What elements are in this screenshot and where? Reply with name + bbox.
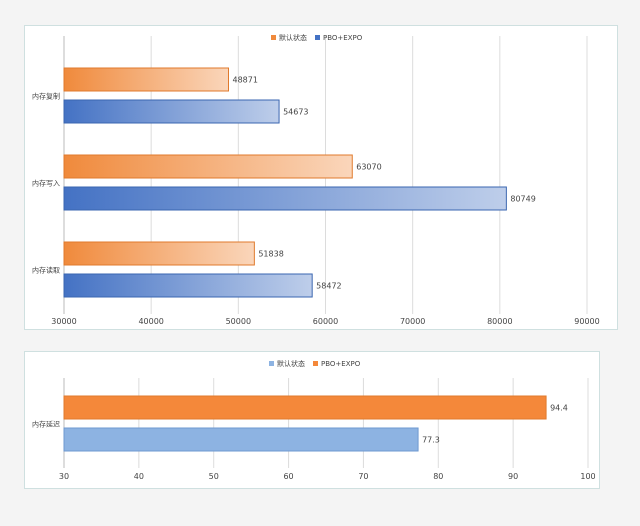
legend-swatch	[315, 35, 320, 40]
x-tick-label: 80000	[487, 317, 512, 326]
category-label: 内存延迟	[32, 420, 60, 429]
x-tick-label: 90000	[574, 317, 599, 326]
bar	[63, 395, 547, 420]
bandwidth-chart: 30000 40000 50000 60000 70000 80000 90000 默认状态 P…	[32, 33, 600, 326]
category-label: 内存写入	[32, 179, 60, 188]
x-tick-label: 30000	[51, 317, 76, 326]
x-tick-label: 70	[358, 472, 368, 481]
category-label: 内存复制	[32, 92, 60, 101]
x-tick-label: 90	[508, 472, 518, 481]
x-tick-label: 80	[433, 472, 443, 481]
latency-chart-panel: 30 40 50 60 70 80 90 100 默认状态 PBO+EXPO 94.4 77.3 内存延…	[24, 351, 600, 489]
x-tick-label: 60000	[313, 317, 338, 326]
x-tick-label: 70000	[400, 317, 425, 326]
legend-swatch	[313, 361, 318, 366]
data-label: 48871	[232, 76, 257, 85]
bar	[63, 99, 280, 124]
bar	[63, 427, 419, 452]
bar	[63, 241, 255, 266]
x-tick-label: 30	[59, 472, 69, 481]
x-tick-label: 50	[209, 472, 219, 481]
x-tick-label: 40	[134, 472, 144, 481]
data-label: 94.4	[550, 404, 568, 413]
bandwidth-chart-panel: 30000 40000 50000 60000 70000 80000 90000 默认状态 P…	[24, 25, 618, 330]
legend-swatch	[269, 361, 274, 366]
x-tick-label: 50000	[226, 317, 251, 326]
bar	[63, 273, 313, 298]
latency-chart: 30 40 50 60 70 80 90 100 默认状态 PBO+EXPO 94.4 77.3 内存延…	[32, 359, 596, 481]
data-label: 58472	[316, 282, 341, 291]
data-label: 54673	[283, 108, 308, 117]
legend-label: PBO+EXPO	[321, 360, 361, 368]
data-label: 80749	[510, 195, 535, 204]
legend-label: 默认状态	[277, 359, 305, 368]
x-tick-label: 100	[580, 472, 595, 481]
category-label: 内存读取	[32, 266, 60, 275]
data-label: 63070	[356, 163, 381, 172]
bar	[63, 67, 229, 92]
bar	[63, 186, 507, 211]
bar	[63, 154, 353, 179]
legend-label: PBO+EXPO	[323, 34, 363, 42]
x-tick-label: 40000	[138, 317, 163, 326]
legend-swatch	[271, 35, 276, 40]
x-tick-label: 60	[283, 472, 293, 481]
data-label: 77.3	[422, 436, 440, 445]
legend-label: 默认状态	[279, 33, 307, 42]
data-label: 51838	[258, 250, 283, 259]
